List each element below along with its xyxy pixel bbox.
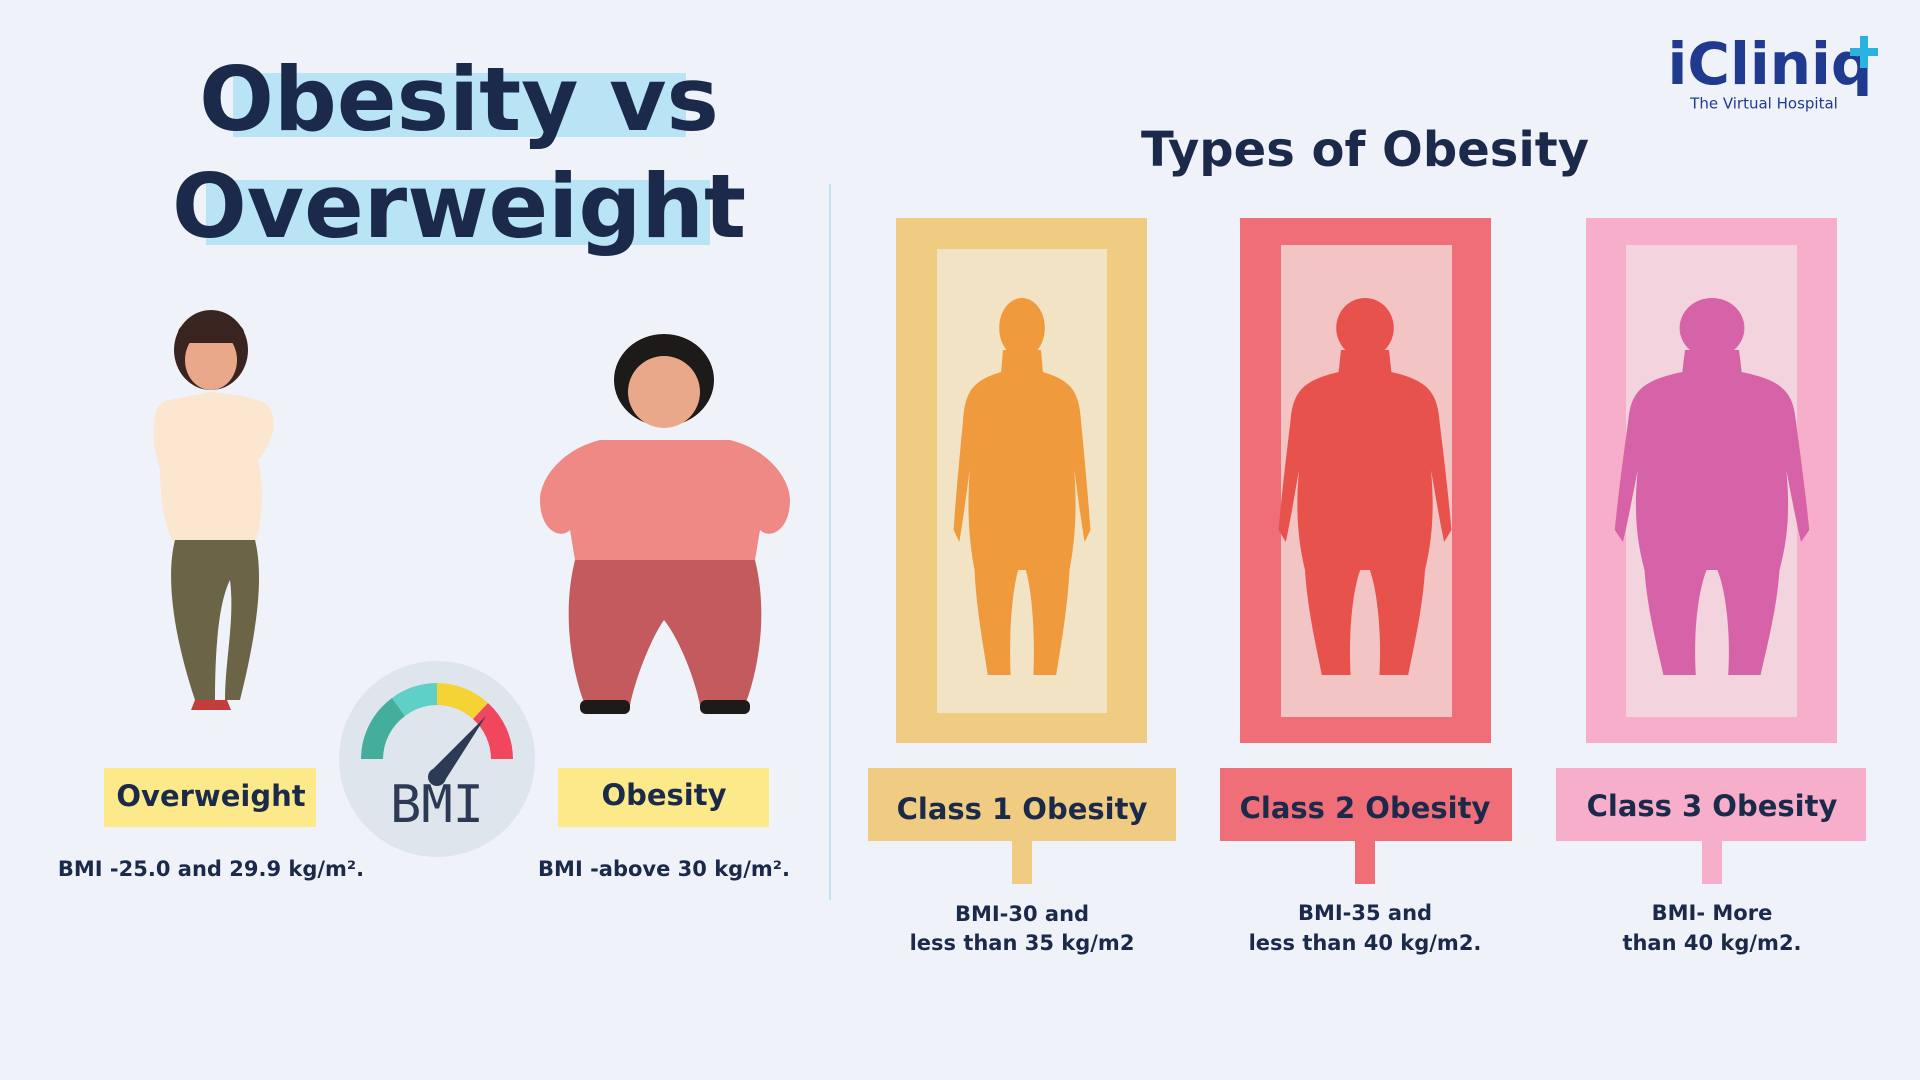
class-description: BMI-30 and — [955, 902, 1089, 926]
comparison-description: BMI -25.0 and 29.9 kg/m². — [58, 857, 364, 881]
label-box — [558, 768, 769, 827]
class-stem — [1012, 841, 1032, 884]
title-highlight — [206, 180, 710, 245]
label-box — [104, 768, 316, 827]
overweight-illustration — [153, 310, 274, 710]
class-stem — [1702, 841, 1722, 884]
class-description: than 40 kg/m2. — [1622, 931, 1801, 955]
class-label-box — [1556, 768, 1866, 841]
class-label-box — [1220, 768, 1512, 841]
class-name: Class 2 Obesity — [1240, 791, 1491, 825]
types-heading: Types of Obesity — [1141, 122, 1589, 178]
class-description: BMI- More — [1652, 901, 1773, 925]
class-description: less than 35 kg/m2 — [910, 931, 1135, 955]
class-name: Class 1 Obesity — [897, 792, 1148, 826]
gauge-label: BMI — [390, 775, 484, 835]
title-highlight — [233, 73, 686, 137]
comparison-description: BMI -above 30 kg/m². — [538, 857, 790, 881]
logo-name: iCliniq — [1668, 30, 1873, 98]
class-name: Class 3 Obesity — [1587, 789, 1838, 823]
title-line: Overweight — [172, 155, 746, 258]
bmi-gauge — [339, 661, 535, 857]
comparison-label: Obesity — [601, 778, 726, 812]
class-stem — [1355, 841, 1375, 884]
logo-plus — [1850, 36, 1878, 68]
comparison-label: Overweight — [116, 779, 305, 813]
obesity-illustration — [540, 334, 790, 714]
class-description: BMI-35 and — [1298, 901, 1432, 925]
logo-tagline: The Virtual Hospital — [1689, 95, 1838, 113]
class-label-box — [868, 768, 1176, 841]
title-line: Obesity vs — [199, 48, 719, 151]
class-description: less than 40 kg/m2. — [1249, 931, 1482, 955]
